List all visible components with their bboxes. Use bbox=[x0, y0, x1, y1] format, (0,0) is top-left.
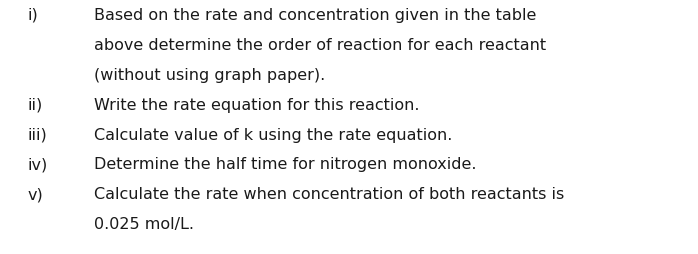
Text: Write the rate equation for this reaction.: Write the rate equation for this reactio… bbox=[94, 98, 419, 113]
Text: (without using graph paper).: (without using graph paper). bbox=[94, 68, 325, 83]
Text: ii): ii) bbox=[28, 98, 43, 113]
Text: v): v) bbox=[28, 187, 44, 202]
Text: 0.025 mol/L.: 0.025 mol/L. bbox=[94, 217, 194, 232]
Text: Based on the rate and concentration given in the table: Based on the rate and concentration give… bbox=[94, 8, 537, 23]
Text: above determine the order of reaction for each reactant: above determine the order of reaction fo… bbox=[94, 38, 547, 53]
Text: Calculate the rate when concentration of both reactants is: Calculate the rate when concentration of… bbox=[94, 187, 565, 202]
Text: Determine the half time for nitrogen monoxide.: Determine the half time for nitrogen mon… bbox=[94, 157, 477, 172]
Text: iv): iv) bbox=[28, 157, 48, 172]
Text: i): i) bbox=[28, 8, 38, 23]
Text: Calculate value of k using the rate equation.: Calculate value of k using the rate equa… bbox=[94, 128, 452, 142]
Text: iii): iii) bbox=[28, 128, 47, 142]
